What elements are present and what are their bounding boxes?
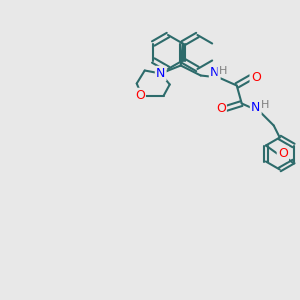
Text: O: O: [278, 147, 288, 160]
Text: H: H: [218, 65, 227, 76]
Text: N: N: [156, 67, 165, 80]
Text: N: N: [210, 66, 219, 79]
Text: H: H: [260, 100, 269, 110]
Text: N: N: [251, 101, 260, 114]
Text: O: O: [251, 71, 261, 84]
Text: O: O: [135, 89, 145, 102]
Text: O: O: [216, 102, 226, 115]
